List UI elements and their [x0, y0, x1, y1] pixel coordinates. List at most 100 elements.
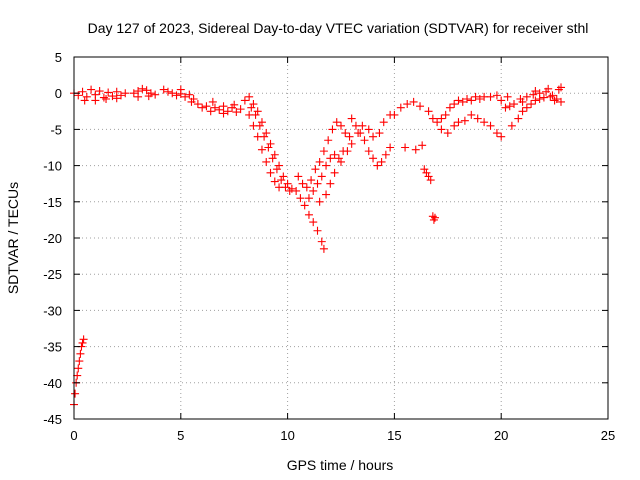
data-point — [424, 107, 433, 116]
data-point — [441, 110, 450, 119]
data-point — [159, 85, 168, 94]
data-point — [550, 96, 559, 105]
data-point — [381, 150, 390, 159]
data-point — [322, 161, 331, 170]
data-point — [345, 132, 354, 141]
data-point — [138, 84, 147, 93]
data-point — [298, 179, 307, 188]
data-point — [360, 136, 369, 145]
y-tick-label: -35 — [43, 340, 62, 355]
data-point — [403, 100, 412, 109]
y-tick-labels: 5 0 -5 -10 -15 -20 -25 -30 -35 -40 -45 — [43, 50, 62, 427]
data-point — [187, 97, 196, 106]
x-tick-label: 10 — [280, 428, 294, 443]
data-point — [518, 97, 527, 106]
data-point — [142, 86, 151, 95]
data-point — [386, 143, 395, 152]
data-point — [121, 89, 130, 98]
data-point — [347, 114, 356, 123]
data-point — [486, 92, 495, 101]
data-point — [492, 91, 501, 100]
data-point — [409, 97, 418, 106]
data-point — [458, 97, 467, 106]
data-point — [240, 96, 249, 105]
grid — [74, 57, 608, 419]
data-point — [411, 145, 420, 154]
data-point — [219, 102, 228, 111]
data-point — [518, 107, 527, 116]
y-tick-label: 5 — [55, 50, 62, 65]
x-axis-label: GPS time / hours — [287, 457, 394, 473]
data-point — [168, 89, 177, 98]
data-point — [206, 107, 215, 116]
data-point — [364, 125, 373, 134]
data-point — [507, 121, 516, 130]
data-point — [75, 357, 84, 366]
data-point — [364, 147, 373, 156]
x-tick-label: 0 — [70, 428, 77, 443]
data-point — [134, 92, 143, 101]
y-tick-label: -40 — [43, 376, 62, 391]
data-point — [257, 145, 266, 154]
data-point — [95, 87, 104, 96]
data-point — [129, 89, 138, 98]
data-point — [104, 88, 113, 97]
data-point — [277, 176, 286, 185]
data-point — [91, 96, 100, 105]
data-point — [396, 103, 405, 112]
data-point — [219, 109, 228, 118]
data-point — [328, 125, 337, 134]
data-point — [304, 210, 313, 219]
data-point — [151, 90, 160, 99]
data-point — [437, 114, 446, 123]
data-point — [270, 177, 279, 186]
data-point — [309, 186, 318, 195]
data-point — [522, 103, 531, 112]
data-point — [332, 118, 341, 127]
data-point — [181, 92, 190, 101]
data-point — [313, 226, 322, 235]
data-point — [296, 194, 305, 203]
data-point — [215, 105, 224, 114]
data-point — [317, 172, 326, 181]
data-point — [377, 157, 386, 166]
data-point — [535, 94, 544, 103]
y-tick-label: 0 — [55, 86, 62, 101]
data-point — [116, 91, 125, 100]
y-tick-label: -15 — [43, 195, 62, 210]
data-point — [172, 91, 181, 100]
data-point — [300, 201, 309, 210]
data-point — [245, 92, 254, 101]
data-point — [418, 141, 427, 150]
data-point — [443, 129, 452, 138]
data-point — [236, 105, 245, 114]
data-point — [317, 237, 326, 246]
data-point — [275, 183, 284, 192]
data-point — [475, 94, 484, 103]
data-point — [467, 96, 476, 105]
data-point — [437, 125, 446, 134]
data-point — [163, 87, 172, 96]
axis-ticks — [73, 56, 609, 420]
data-point — [193, 100, 202, 109]
data-point — [463, 94, 472, 103]
data-point — [527, 100, 536, 109]
data-point — [249, 121, 258, 130]
data-point — [202, 102, 211, 111]
data-point — [309, 218, 318, 227]
data-point — [546, 92, 555, 101]
data-point — [379, 118, 388, 127]
data-point — [497, 132, 506, 141]
x-tick-label: 15 — [387, 428, 401, 443]
y-tick-label: -5 — [50, 122, 62, 137]
data-point — [322, 190, 331, 199]
data-point — [80, 96, 89, 105]
data-point — [73, 371, 82, 380]
data-point — [144, 92, 153, 101]
y-tick-label: -10 — [43, 159, 62, 174]
data-point — [460, 116, 469, 125]
data-point — [445, 103, 454, 112]
data-point — [74, 364, 83, 373]
